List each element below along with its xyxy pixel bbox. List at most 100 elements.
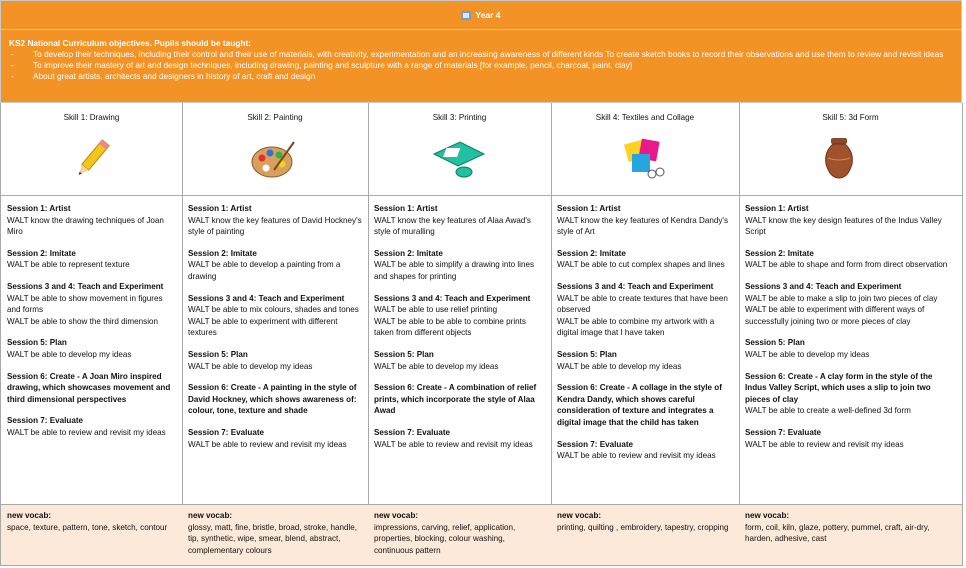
skill-sessions: Session 1: Artist WALT know the key desig…	[739, 196, 963, 505]
vocab-label-row: new vocab:	[745, 510, 956, 522]
session-heading-row: Session 1: Artist	[7, 203, 176, 215]
title: Year 4	[475, 10, 501, 20]
vocab-label-row: new vocab:	[557, 510, 733, 522]
session-objective: WALT be able to create textures that hav…	[557, 293, 728, 315]
vocab-list: impressions, carving, relief, applicatio…	[374, 522, 516, 555]
session-heading: Session 1: Artist	[745, 204, 809, 213]
session: Session 1: Artist WALT know the drawing t…	[7, 203, 176, 238]
session-heading: Sessions 3 and 4: Teach and Experiment	[557, 281, 714, 291]
skill-title: Skill 3: Printing	[432, 113, 487, 122]
collage-icon	[623, 138, 665, 179]
session: Session 5: Plan WALT be able to develop m…	[7, 337, 176, 360]
session-heading: Session 2: Imitate	[374, 248, 443, 258]
session-objective: WALT be able to review and revisit my id…	[7, 427, 166, 437]
session-heading-row: Session 2: Imitate	[557, 248, 733, 260]
objectives-heading: KS2 National Curriculum objectives. Pupi…	[9, 38, 252, 48]
session-heading-row: Session 6: Create - A collage in the sty…	[557, 382, 733, 428]
session-heading-row: Session 1: Artist	[374, 203, 545, 215]
skill-header: Skill 3: Printing	[368, 103, 552, 196]
session: Session 2: Imitate WALT be able to repres…	[7, 248, 176, 271]
session-objective: WALT be able to show the third dimension	[7, 316, 159, 326]
session-heading: Sessions 3 and 4: Teach and Experiment	[374, 293, 531, 303]
session-heading-row: Session 7: Evaluate	[374, 427, 545, 439]
session-objective: WALT be able to develop my ideas	[188, 361, 313, 371]
session-objective: WALT be able to experiment with differen…	[745, 305, 925, 326]
session-objective: WALT be able to create a well-defined 3d…	[745, 406, 911, 416]
vocab-label: new vocab:	[745, 511, 790, 520]
session-heading: Session 6: Create - A clay form in the s…	[745, 371, 933, 404]
session-heading: Session 5: Plan	[557, 349, 617, 359]
title-icon	[461, 10, 472, 20]
skill-title: Skill 1: Drawing	[63, 113, 120, 122]
session-heading: Session 6: Create - A Joan Miro inspired…	[7, 371, 171, 404]
vocab-list: space, texture, pattern, tone, sketch, c…	[7, 522, 168, 532]
session: Session 2: Imitate WALT be able to develo…	[188, 248, 362, 283]
session-objective: WALT be able to review and revisit my id…	[374, 439, 533, 449]
session-heading: Session 7: Evaluate	[745, 427, 822, 437]
session-heading-row: Session 5: Plan	[374, 349, 545, 361]
session-heading: Session 2: Imitate	[188, 248, 257, 258]
session-objective: WALT be able to use relief printing	[374, 305, 498, 315]
objectives: KS2 National Curriculum objectives. Pupi…	[0, 30, 962, 103]
session-objective: WALT know the drawing techniques of Joan…	[7, 215, 164, 237]
session: Sessions 3 and 4: Teach and Experiment WA…	[745, 281, 956, 327]
vocab-cell: new vocab: printing, quilting , embroider…	[551, 505, 740, 566]
session: Session 7: Evaluate WALT be able to revie…	[7, 415, 176, 438]
session-heading-row: Session 6: Create - A Joan Miro inspired…	[7, 371, 176, 406]
skill-sessions: Session 1: Artist WALT know the key featu…	[182, 196, 369, 505]
objective-item: About great artists, architects and desi…	[11, 71, 955, 82]
session-heading: Session 6: Create - A combination of rel…	[374, 383, 537, 416]
session-heading-row: Session 6: Create - A painting in the st…	[188, 382, 362, 417]
pot-icon	[825, 138, 853, 179]
session-objective: WALT be able to develop my ideas	[745, 349, 870, 359]
session-heading: Sessions 3 and 4: Teach and Experiment	[745, 281, 902, 291]
vocab-label: new vocab:	[557, 511, 602, 520]
session-objective: WALT be able to develop my ideas	[7, 349, 132, 359]
session: Session 6: Create - A collage in the sty…	[557, 382, 733, 428]
session-objective: WALT be able to simplify a drawing into …	[374, 260, 535, 281]
skill-sessions: Session 1: Artist WALT know the drawing t…	[0, 196, 183, 505]
vocab-label-row: new vocab:	[188, 510, 362, 522]
session-objective: WALT be able to develop my ideas	[374, 361, 499, 371]
session-objective: WALT be able to cut complex shapes and l…	[557, 260, 725, 270]
session-objective: WALT be able to review and revisit my id…	[745, 439, 904, 449]
session-heading: Session 7: Evaluate	[374, 427, 451, 437]
session-heading: Session 2: Imitate	[745, 248, 814, 258]
session-heading: Sessions 3 and 4: Teach and Experiment	[188, 293, 345, 303]
session-heading-row: Session 7: Evaluate	[745, 427, 956, 439]
session-heading: Session 7: Evaluate	[188, 427, 265, 437]
session-objective: WALT be able to shape and form from dire…	[745, 260, 948, 270]
session-heading-row: Session 6: Create - A clay form in the s…	[745, 371, 956, 406]
session-heading: Session 5: Plan	[374, 349, 434, 359]
vocab-cell: new vocab: glossy, matt, fine, bristle, b…	[182, 505, 369, 566]
session-heading-row: Session 2: Imitate	[7, 248, 176, 260]
session-heading-row: Session 1: Artist	[557, 203, 733, 215]
objectives-list: To develop their techniques, including t…	[9, 49, 955, 82]
session-heading-row: Session 1: Artist	[188, 203, 362, 215]
session-heading-row: Session 5: Plan	[7, 337, 176, 349]
session-heading-row: Session 7: Evaluate	[557, 439, 733, 451]
session: Sessions 3 and 4: Teach and Experiment WA…	[7, 281, 176, 327]
session-objective: WALT be able to combine my artwork with …	[557, 316, 715, 338]
session-heading-row: Sessions 3 and 4: Teach and Experiment	[188, 293, 362, 305]
session-heading: Session 6: Create - A painting in the st…	[188, 383, 357, 416]
session-objective: WALT be able to be able to combine print…	[374, 316, 526, 338]
session: Session 7: Evaluate WALT be able to revie…	[745, 427, 956, 450]
skill-header: Skill 1: Drawing	[0, 103, 183, 196]
session: Session 2: Imitate WALT be able to cut co…	[557, 248, 733, 271]
vocab-label: new vocab:	[374, 511, 419, 520]
skill-title: Skill 4: Textiles and Collage	[595, 113, 695, 122]
session-heading-row: Session 5: Plan	[745, 337, 956, 349]
session-objective: WALT be able to show movement in figures…	[7, 293, 163, 315]
session-heading-row: Session 7: Evaluate	[188, 427, 362, 439]
session-heading-row: Session 5: Plan	[557, 349, 733, 361]
session-heading: Session 5: Plan	[745, 338, 805, 348]
session: Session 5: Plan WALT be able to develop m…	[745, 337, 956, 360]
session: Session 6: Create - A combination of rel…	[374, 382, 545, 417]
vocab-label: new vocab:	[188, 511, 233, 520]
vocab-cell: new vocab: space, texture, pattern, tone,…	[0, 505, 183, 566]
session-heading-row: Session 1: Artist	[745, 203, 956, 215]
session-heading: Session 1: Artist	[557, 204, 621, 213]
session-objective: WALT be able to mix colours, shades and …	[188, 305, 359, 315]
